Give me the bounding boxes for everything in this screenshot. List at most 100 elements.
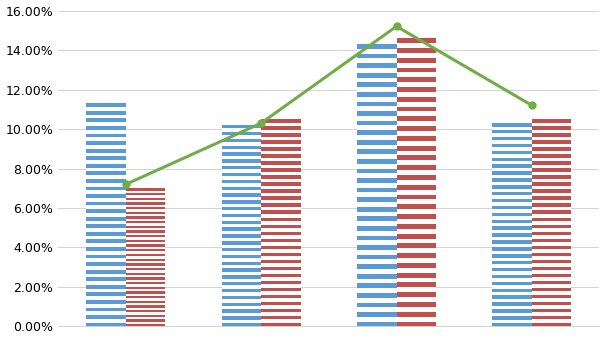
Bar [532,291,571,295]
Bar [221,272,261,275]
Bar [87,266,126,270]
Bar [261,284,301,288]
Bar [396,63,436,68]
Bar [532,207,571,210]
Bar [126,308,166,310]
Bar [357,202,396,207]
Bar [126,279,166,282]
Bar [492,313,532,316]
Bar [261,221,301,224]
Bar [532,256,571,260]
Bar [126,219,166,221]
Bar [357,211,396,216]
Bar [126,188,166,326]
Bar [396,170,436,175]
Bar [492,299,532,302]
Bar [357,154,396,159]
Bar [396,238,436,243]
Bar [396,53,436,58]
Bar [492,123,532,326]
Bar [221,156,261,159]
Bar [261,242,301,245]
Bar [221,163,261,166]
Bar [87,296,126,300]
Bar [396,141,436,146]
Bar [396,229,436,234]
Bar [261,263,301,267]
Bar [87,183,126,187]
Bar [492,175,532,178]
Bar [261,193,301,197]
Bar [126,223,166,226]
Bar [221,217,261,221]
Bar [221,244,261,248]
Bar [492,161,532,165]
Bar [492,195,532,199]
Bar [126,266,166,268]
Bar [357,68,396,73]
Bar [492,230,532,233]
Bar [261,298,301,302]
Bar [221,265,261,268]
Bar [87,137,126,141]
Bar [126,214,166,216]
Bar [357,173,396,178]
Bar [492,182,532,185]
Bar [532,228,571,232]
Bar [396,151,436,155]
Bar [87,107,126,111]
Bar [261,158,301,161]
Bar [492,265,532,268]
Bar [357,58,396,63]
Bar [396,297,436,302]
Bar [492,154,532,157]
Bar [396,92,436,97]
Bar [532,214,571,218]
Bar [221,183,261,187]
Bar [261,207,301,210]
Bar [396,112,436,116]
Bar [126,209,166,212]
Bar [396,219,436,224]
Bar [357,259,396,264]
Bar [492,147,532,151]
Bar [87,213,126,217]
Bar [126,252,166,254]
Bar [492,209,532,213]
Bar [396,287,436,292]
Bar [126,247,166,249]
Bar [87,289,126,292]
Bar [492,237,532,240]
Bar [396,307,436,312]
Bar [492,202,532,206]
Bar [357,183,396,188]
Bar [126,312,166,315]
Bar [396,180,436,185]
Bar [261,228,301,232]
Bar [492,168,532,171]
Bar [357,78,396,82]
Bar [261,144,301,147]
Bar [357,269,396,274]
Bar [126,237,166,240]
Bar [492,278,532,282]
Bar [261,214,301,218]
Bar [396,268,436,273]
Bar [357,317,396,322]
Bar [492,257,532,261]
Bar [87,258,126,262]
Bar [221,125,261,326]
Bar [532,305,571,309]
Bar [532,284,571,288]
Bar [357,49,396,54]
Bar [357,231,396,236]
Bar [532,137,571,140]
Bar [357,125,396,130]
Bar [532,119,571,326]
Bar [126,191,166,193]
Bar [492,216,532,220]
Bar [357,87,396,92]
Bar [396,102,436,107]
Bar [357,221,396,226]
Bar [532,298,571,302]
